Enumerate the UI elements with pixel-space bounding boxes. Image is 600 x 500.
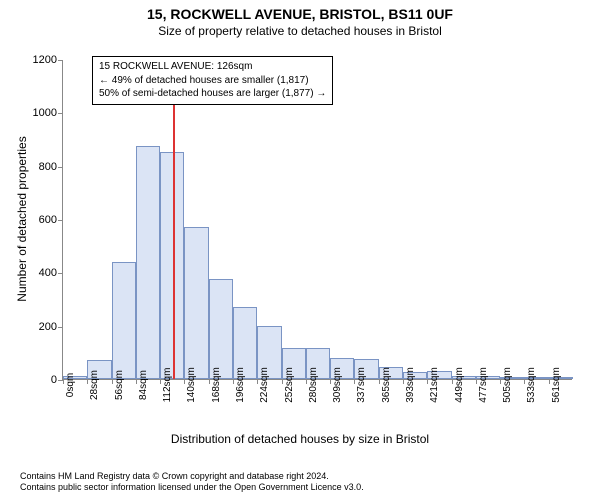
histogram-bar: [209, 279, 233, 379]
property-marker-line: [173, 60, 175, 379]
x-tick-label: 505sqm: [502, 367, 513, 403]
y-tick-label: 400: [39, 267, 57, 279]
annotation-line-3: 50% of semi-detached houses are larger (…: [99, 87, 326, 101]
footer-line-1: Contains HM Land Registry data © Crown c…: [20, 471, 364, 483]
x-tick-label: 280sqm: [308, 367, 319, 403]
x-tick: [549, 379, 550, 384]
x-tick-label: 140sqm: [186, 367, 197, 403]
y-tick: [58, 113, 63, 114]
x-tick: [87, 379, 88, 384]
x-tick-label: 533sqm: [526, 367, 537, 403]
y-tick: [58, 273, 63, 274]
y-tick-label: 200: [39, 321, 57, 333]
x-tick: [427, 379, 428, 384]
y-tick-label: 0: [51, 374, 57, 386]
x-tick-label: 449sqm: [454, 367, 465, 403]
x-tick-label: 224sqm: [259, 367, 270, 403]
x-tick-label: 112sqm: [162, 368, 173, 403]
x-tick: [379, 379, 380, 384]
x-tick: [500, 379, 501, 384]
footer-line-2: Contains public sector information licen…: [20, 482, 364, 494]
x-tick-label: 365sqm: [381, 367, 392, 403]
x-tick: [63, 379, 64, 384]
x-tick-label: 561sqm: [551, 367, 562, 403]
x-tick: [476, 379, 477, 384]
annotation-line-2: ← 49% of detached houses are smaller (1,…: [99, 74, 326, 88]
x-tick: [233, 379, 234, 384]
x-tick-label: 0sqm: [65, 373, 76, 397]
x-tick-label: 84sqm: [138, 370, 149, 400]
histogram-bar: [136, 146, 160, 379]
plot-area: 0200400600800100012000sqm28sqm56sqm84sqm…: [62, 60, 572, 380]
x-tick: [524, 379, 525, 384]
x-tick: [306, 379, 307, 384]
x-tick: [136, 379, 137, 384]
y-tick: [58, 220, 63, 221]
y-tick: [58, 167, 63, 168]
y-axis-label: Number of detached properties: [15, 119, 29, 319]
x-tick: [282, 379, 283, 384]
x-tick: [330, 379, 331, 384]
x-tick: [209, 379, 210, 384]
x-tick-label: 477sqm: [478, 367, 489, 403]
x-tick: [452, 379, 453, 384]
x-tick-label: 196sqm: [235, 367, 246, 403]
x-tick-label: 168sqm: [211, 367, 222, 403]
x-tick: [112, 379, 113, 384]
y-tick-label: 1000: [33, 107, 57, 119]
histogram-bar: [184, 227, 208, 379]
y-tick-label: 1200: [33, 54, 57, 66]
annotation-line-1: 15 ROCKWELL AVENUE: 126sqm: [99, 60, 326, 74]
x-tick-label: 56sqm: [114, 370, 125, 400]
x-tick-label: 393sqm: [405, 367, 416, 403]
histogram-bar: [112, 262, 136, 379]
x-tick-label: 421sqm: [429, 367, 440, 403]
x-axis-label: Distribution of detached houses by size …: [0, 432, 600, 446]
x-tick-label: 309sqm: [332, 367, 343, 403]
chart-title-sub: Size of property relative to detached ho…: [0, 24, 600, 38]
x-tick-label: 28sqm: [89, 370, 100, 400]
marker-annotation: 15 ROCKWELL AVENUE: 126sqm ← 49% of deta…: [92, 56, 333, 105]
y-tick: [58, 327, 63, 328]
x-tick: [160, 379, 161, 384]
property-size-histogram: 15, ROCKWELL AVENUE, BRISTOL, BS11 0UF S…: [0, 0, 600, 500]
x-tick-label: 337sqm: [356, 367, 367, 403]
x-tick: [403, 379, 404, 384]
x-tick: [184, 379, 185, 384]
footer-attribution: Contains HM Land Registry data © Crown c…: [20, 471, 364, 494]
chart-title-main: 15, ROCKWELL AVENUE, BRISTOL, BS11 0UF: [0, 6, 600, 22]
x-tick: [354, 379, 355, 384]
y-tick: [58, 60, 63, 61]
x-tick-label: 252sqm: [284, 367, 295, 403]
y-tick-label: 600: [39, 214, 57, 226]
x-tick: [257, 379, 258, 384]
y-tick-label: 800: [39, 161, 57, 173]
